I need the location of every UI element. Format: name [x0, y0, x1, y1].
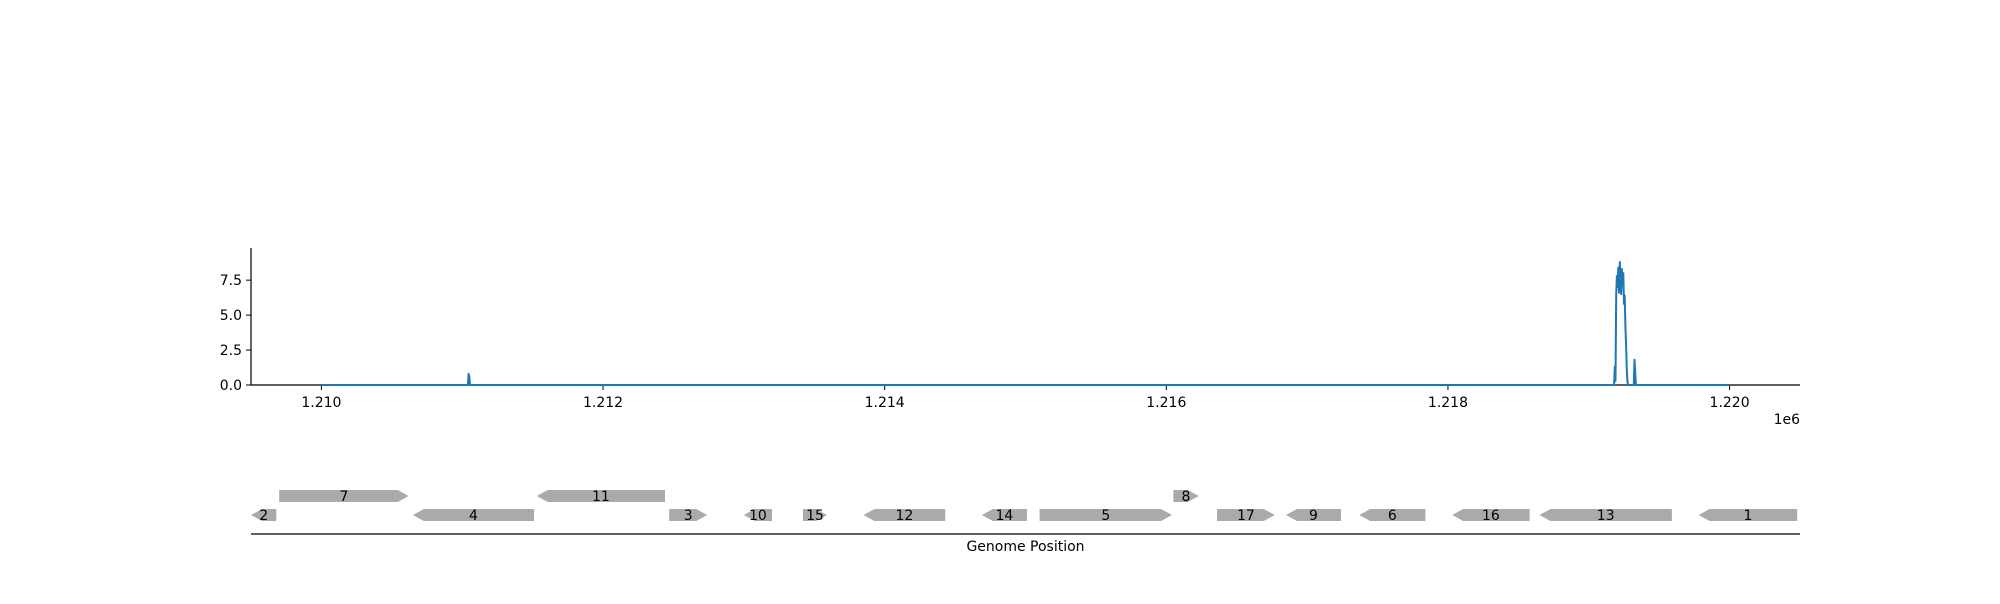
x-ticks: 1.210 1.212 1.214 1.216 1.218 1.220 — [301, 385, 1749, 411]
y-tick-label: 5.0 — [220, 308, 242, 324]
gene-label: 11 — [592, 489, 610, 505]
x-tick-label: 1.218 — [1428, 395, 1468, 411]
gene-label: 5 — [1101, 508, 1110, 524]
x-tick-label: 1.216 — [1146, 395, 1186, 411]
gene-label: 8 — [1182, 489, 1191, 505]
gene-label: 9 — [1309, 508, 1318, 524]
series-group — [321, 262, 1729, 385]
gene-label: 1 — [1743, 508, 1752, 524]
x-axis-label: Genome Position — [966, 539, 1084, 555]
gene-label: 4 — [469, 508, 478, 524]
gene-label: 2 — [259, 508, 268, 524]
gene-label: 6 — [1388, 508, 1397, 524]
x-tick-label: 1.212 — [583, 395, 623, 411]
gene-label: 3 — [684, 508, 693, 524]
gene-features: 2 7 4 11 3 10 15 12 14 5 8 17 9 6 16 13 1 — [251, 489, 1797, 524]
gene-label: 14 — [995, 508, 1013, 524]
y-tick-label: 7.5 — [220, 273, 242, 289]
gene-label: 10 — [749, 508, 767, 524]
y-ticks: 0.0 2.5 5.0 7.5 — [220, 273, 251, 394]
gene-label: 15 — [806, 508, 824, 524]
gene-label: 17 — [1237, 508, 1255, 524]
gene-track: 2 7 4 11 3 10 15 12 14 5 8 17 9 6 16 13 1 Genome Positio… — [251, 489, 1800, 555]
y-tick-label: 2.5 — [220, 343, 242, 359]
x-offset-label: 1e6 — [1774, 412, 1801, 428]
x-tick-label: 1.210 — [301, 395, 341, 411]
y-tick-label: 0.0 — [220, 378, 242, 394]
x-tick-label: 1.214 — [865, 395, 905, 411]
gene-label: 16 — [1482, 508, 1500, 524]
x-tick-label: 1.220 — [1710, 395, 1750, 411]
coverage-plot: 0.02.55.07.5 1.210 1.212 1.214 1.216 1.218 1.… — [220, 248, 1800, 428]
coverage-line — [321, 262, 1729, 385]
gene-label: 13 — [1597, 508, 1615, 524]
gene-label: 7 — [339, 489, 348, 505]
gene-label: 12 — [895, 508, 913, 524]
